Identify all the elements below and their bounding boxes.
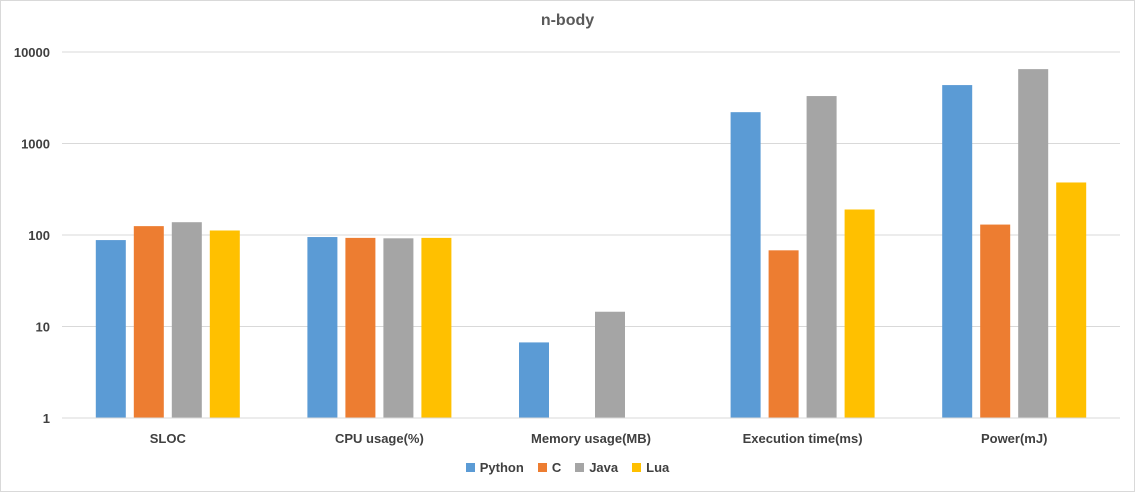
legend-swatch <box>465 463 475 472</box>
y-tick-label: 100 <box>28 228 50 243</box>
bar-c <box>768 250 799 418</box>
legend-label: Python <box>479 460 524 475</box>
bar-lua <box>421 237 452 418</box>
bar-java <box>383 238 414 418</box>
y-tick-label: 10000 <box>14 45 50 60</box>
bar-java <box>806 96 837 419</box>
bar-python <box>519 342 549 418</box>
y-tick-label: 1 <box>43 411 50 426</box>
bar-python <box>730 112 761 418</box>
legend-label: Lua <box>646 460 670 475</box>
legend-label: Java <box>589 460 619 475</box>
x-category-label: Power(mJ) <box>981 431 1047 446</box>
bars <box>95 69 1087 419</box>
bar-c <box>133 226 164 418</box>
x-category-label: SLOC <box>150 431 187 446</box>
bar-java <box>1018 69 1049 418</box>
y-axis-ticks: 1 10 100 1000 10000 <box>14 45 50 426</box>
legend-item: C <box>537 460 562 475</box>
category-labels: SLOC CPU usage(%) Memory usage(MB) Executio… <box>150 431 1048 446</box>
bar-c <box>980 224 1011 418</box>
legend-swatch <box>537 463 547 472</box>
x-category-label: CPU usage(%) <box>335 431 424 446</box>
legend: Python C Java Lua <box>0 460 1135 475</box>
bar-lua <box>844 209 875 418</box>
bar-lua <box>209 230 240 418</box>
x-category-label: Execution time(ms) <box>743 431 863 446</box>
chart-title: n-body <box>540 12 595 29</box>
legend-label: C <box>551 460 562 475</box>
bar-python <box>307 237 338 418</box>
bar-c <box>345 237 376 418</box>
legend-item: Java <box>575 460 618 475</box>
legend-item: Python <box>465 460 524 475</box>
legend-item: Lua <box>632 460 669 475</box>
bar-java <box>595 311 625 418</box>
bar-python <box>95 240 126 418</box>
bar-python <box>942 85 973 418</box>
legend-swatch <box>575 463 585 472</box>
x-category-label: Memory usage(MB) <box>531 431 651 446</box>
bar-java <box>171 222 202 418</box>
legend-swatch <box>632 463 642 472</box>
bar-lua <box>1056 182 1087 418</box>
y-tick-label: 1000 <box>21 137 50 152</box>
y-tick-label: 10 <box>36 320 50 335</box>
